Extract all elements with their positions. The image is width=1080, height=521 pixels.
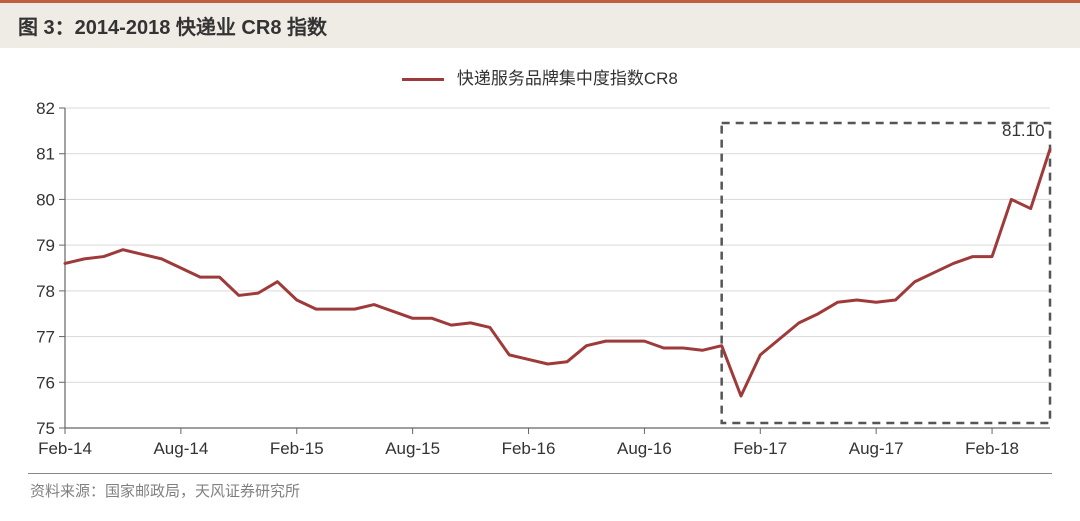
svg-text:Feb-14: Feb-14: [38, 439, 92, 458]
svg-text:Aug-17: Aug-17: [849, 439, 904, 458]
chart-title: 图 3：2014-2018 快递业 CR8 指数: [18, 17, 327, 39]
svg-text:Aug-16: Aug-16: [617, 439, 672, 458]
legend-swatch: [402, 78, 444, 81]
end-data-label: 81.10: [1002, 121, 1045, 141]
svg-text:Aug-15: Aug-15: [385, 439, 440, 458]
svg-text:81: 81: [36, 145, 55, 164]
svg-text:Feb-18: Feb-18: [965, 439, 1019, 458]
svg-text:Feb-17: Feb-17: [733, 439, 787, 458]
svg-text:Feb-16: Feb-16: [502, 439, 556, 458]
svg-text:76: 76: [36, 373, 55, 392]
chart-title-bar: 图 3：2014-2018 快递业 CR8 指数: [0, 0, 1080, 48]
svg-text:77: 77: [36, 328, 55, 347]
source-text: 资料来源：国家邮政局，天风证券研究所: [30, 483, 300, 500]
plot-area: 75 76 77 78 79 80 81 82 Feb-14 Aug-14 Feb-15 Aug-15…: [0, 93, 1080, 473]
svg-text:82: 82: [36, 99, 55, 118]
svg-text:80: 80: [36, 190, 55, 209]
svg-text:78: 78: [36, 282, 55, 301]
source-footer: 资料来源：国家邮政局，天风证券研究所: [28, 473, 1052, 511]
legend-label: 快递服务品牌集中度指数CR8: [457, 69, 678, 88]
svg-text:79: 79: [36, 236, 55, 255]
svg-text:75: 75: [36, 419, 55, 438]
svg-text:Aug-14: Aug-14: [153, 439, 208, 458]
chart-figure: 图 3：2014-2018 快递业 CR8 指数 快递服务品牌集中度指数CR8 …: [0, 0, 1080, 511]
chart-legend: 快递服务品牌集中度指数CR8: [0, 48, 1080, 93]
chart-svg: 75 76 77 78 79 80 81 82 Feb-14 Aug-14 Feb-15 Aug-15…: [0, 93, 1080, 473]
svg-text:Feb-15: Feb-15: [270, 439, 324, 458]
